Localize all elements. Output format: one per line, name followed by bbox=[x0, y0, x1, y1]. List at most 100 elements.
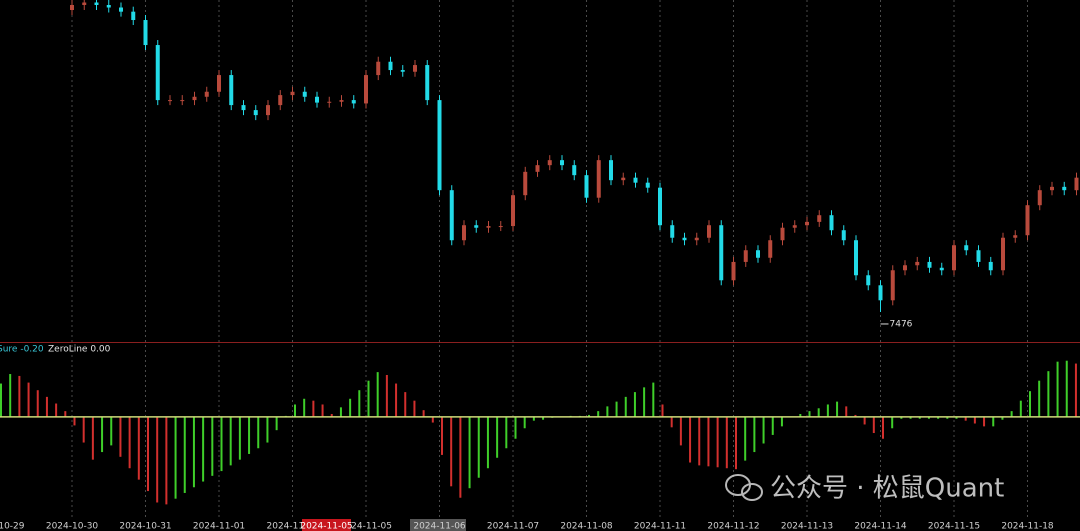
candle-body bbox=[952, 245, 956, 271]
histogram-bar bbox=[183, 416, 186, 493]
histogram-bar bbox=[459, 416, 462, 498]
histogram-bar bbox=[468, 416, 471, 489]
candle-body bbox=[339, 100, 344, 102]
x-tick-label: 2024-11-15 bbox=[928, 522, 980, 531]
histogram-bar bbox=[624, 396, 627, 417]
candle-body bbox=[192, 96, 197, 101]
candle-body bbox=[731, 261, 736, 281]
candle-body bbox=[229, 75, 234, 106]
histogram-bar bbox=[395, 383, 398, 417]
histogram-bar bbox=[18, 375, 21, 417]
histogram-bar bbox=[505, 416, 508, 449]
histogram-bar bbox=[753, 416, 756, 453]
candle-body bbox=[1037, 190, 1042, 206]
candle-body bbox=[988, 261, 993, 271]
histogram-bar bbox=[689, 416, 692, 463]
histogram-bar bbox=[422, 410, 425, 417]
x-axis: 10-29 2024-10-30 2024-10-31 2024-11-01 2024-… bbox=[0, 519, 1054, 531]
histogram-bar bbox=[1047, 371, 1050, 417]
histogram-bar bbox=[633, 392, 636, 417]
candle-body bbox=[658, 187, 662, 226]
histogram-bar bbox=[670, 416, 673, 428]
candle-body bbox=[400, 70, 405, 72]
histogram-bar bbox=[110, 416, 113, 446]
histogram-bar bbox=[257, 416, 260, 449]
candle-body bbox=[621, 177, 626, 181]
histogram-bar bbox=[808, 411, 811, 417]
candle-body bbox=[290, 91, 295, 96]
histogram-bar bbox=[330, 413, 333, 417]
candle-body bbox=[278, 95, 283, 106]
histogram-bar bbox=[725, 416, 728, 469]
histogram-bar bbox=[119, 416, 122, 457]
candle-body bbox=[70, 5, 74, 11]
candle-body bbox=[1062, 186, 1067, 191]
candle-body bbox=[1050, 186, 1054, 191]
histogram-bar bbox=[946, 416, 949, 419]
x-tick-label: 10-29 bbox=[0, 522, 25, 531]
histogram-bar bbox=[964, 416, 967, 421]
x-tick-label: 2024-11-13 bbox=[781, 522, 833, 531]
candle-body bbox=[449, 190, 454, 241]
candle-body bbox=[425, 65, 430, 101]
histogram-bar bbox=[872, 416, 875, 434]
x-tick-label: 2024-11-11 bbox=[634, 522, 686, 531]
candle-body bbox=[547, 160, 552, 166]
histogram-bar bbox=[358, 390, 361, 417]
candle-body bbox=[1025, 205, 1030, 236]
candle-body bbox=[572, 165, 577, 176]
candle-body bbox=[241, 105, 246, 111]
histogram-bar bbox=[450, 416, 453, 487]
histogram-bar bbox=[615, 401, 618, 417]
candle-body bbox=[94, 2, 99, 6]
candle-body bbox=[682, 237, 687, 241]
candle-body bbox=[217, 75, 221, 92]
histogram-bar bbox=[413, 400, 416, 417]
histogram-bar bbox=[441, 416, 443, 455]
candle-body bbox=[315, 96, 319, 103]
histogram-bar bbox=[349, 398, 352, 417]
histogram-bar bbox=[698, 416, 701, 466]
histogram-bar bbox=[91, 416, 94, 460]
histogram-bar bbox=[992, 416, 995, 427]
histogram-bar bbox=[771, 416, 774, 435]
candle-body bbox=[792, 225, 797, 228]
histogram-bar bbox=[817, 408, 820, 417]
histogram-bar bbox=[891, 416, 894, 429]
x-tick-label: 2024-11-18 bbox=[1001, 522, 1054, 531]
histogram-bar bbox=[937, 416, 940, 419]
histogram-bar bbox=[101, 416, 104, 453]
histogram-bar bbox=[955, 416, 958, 419]
candle-body bbox=[474, 225, 479, 228]
candle-body bbox=[498, 226, 503, 228]
candle-body bbox=[376, 61, 381, 76]
x-tick-label: 2024-11-07 bbox=[487, 522, 539, 531]
histogram-bar bbox=[376, 372, 379, 417]
watermark: 公众号 · 松鼠Quant bbox=[725, 474, 1004, 504]
candle-body bbox=[1074, 177, 1079, 191]
histogram-bar bbox=[275, 416, 278, 431]
histogram-bar bbox=[643, 387, 646, 417]
histogram-bar bbox=[128, 416, 131, 469]
candle-body bbox=[743, 250, 748, 262]
histogram-bar bbox=[744, 416, 747, 461]
histogram-bar bbox=[909, 416, 912, 419]
candle-body bbox=[939, 267, 944, 271]
histogram-bar bbox=[156, 416, 159, 503]
x-tick-label: 2024-11-01 bbox=[193, 522, 245, 531]
histogram-bar bbox=[431, 416, 434, 423]
histogram-bar bbox=[716, 416, 719, 468]
histogram-bar bbox=[882, 416, 884, 439]
histogram-bar bbox=[983, 416, 986, 427]
candle-body bbox=[511, 195, 515, 227]
candle-body bbox=[584, 175, 589, 198]
candle-body bbox=[633, 177, 638, 183]
candle-body bbox=[106, 5, 111, 8]
candle-body bbox=[351, 100, 356, 104]
candle-body bbox=[780, 227, 785, 241]
histogram-bar bbox=[9, 374, 12, 417]
indicator-pane bbox=[0, 360, 1080, 505]
histogram-bar bbox=[826, 404, 829, 417]
histogram-bar bbox=[1010, 411, 1013, 417]
